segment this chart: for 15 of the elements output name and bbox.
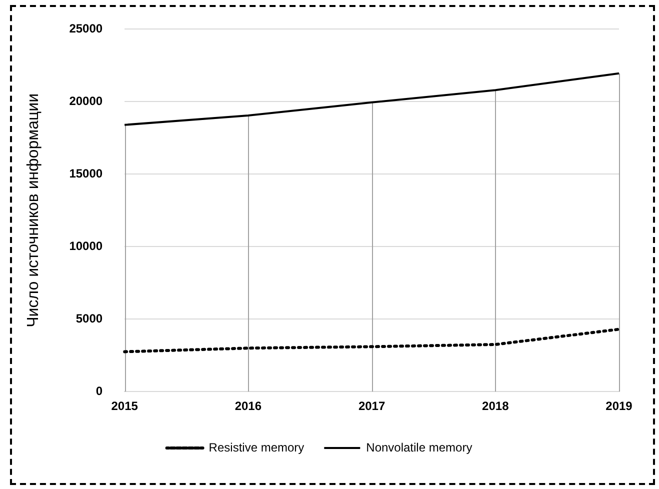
legend-label: Nonvolatile memory [366, 440, 472, 454]
y-tick-label: 10000 [69, 238, 103, 253]
y-tick-label: 0 [96, 384, 103, 398]
legend-label: Resistive memory [208, 440, 304, 454]
x-tick-label: 2018 [482, 399, 510, 414]
x-tick-label: 2015 [111, 399, 138, 414]
line-series [123, 328, 620, 354]
x-tick-label: 2016 [234, 399, 262, 414]
y-tick-label: 5000 [76, 311, 103, 326]
y-tick-label: 20000 [69, 94, 103, 108]
x-tick-label: 2019 [606, 399, 633, 414]
y-tick-label: 25000 [69, 22, 103, 36]
x-tick-label: 2017 [358, 399, 386, 414]
y-tick-label: 15000 [69, 166, 103, 180]
y-axis-title: Число источников информации [25, 93, 42, 328]
